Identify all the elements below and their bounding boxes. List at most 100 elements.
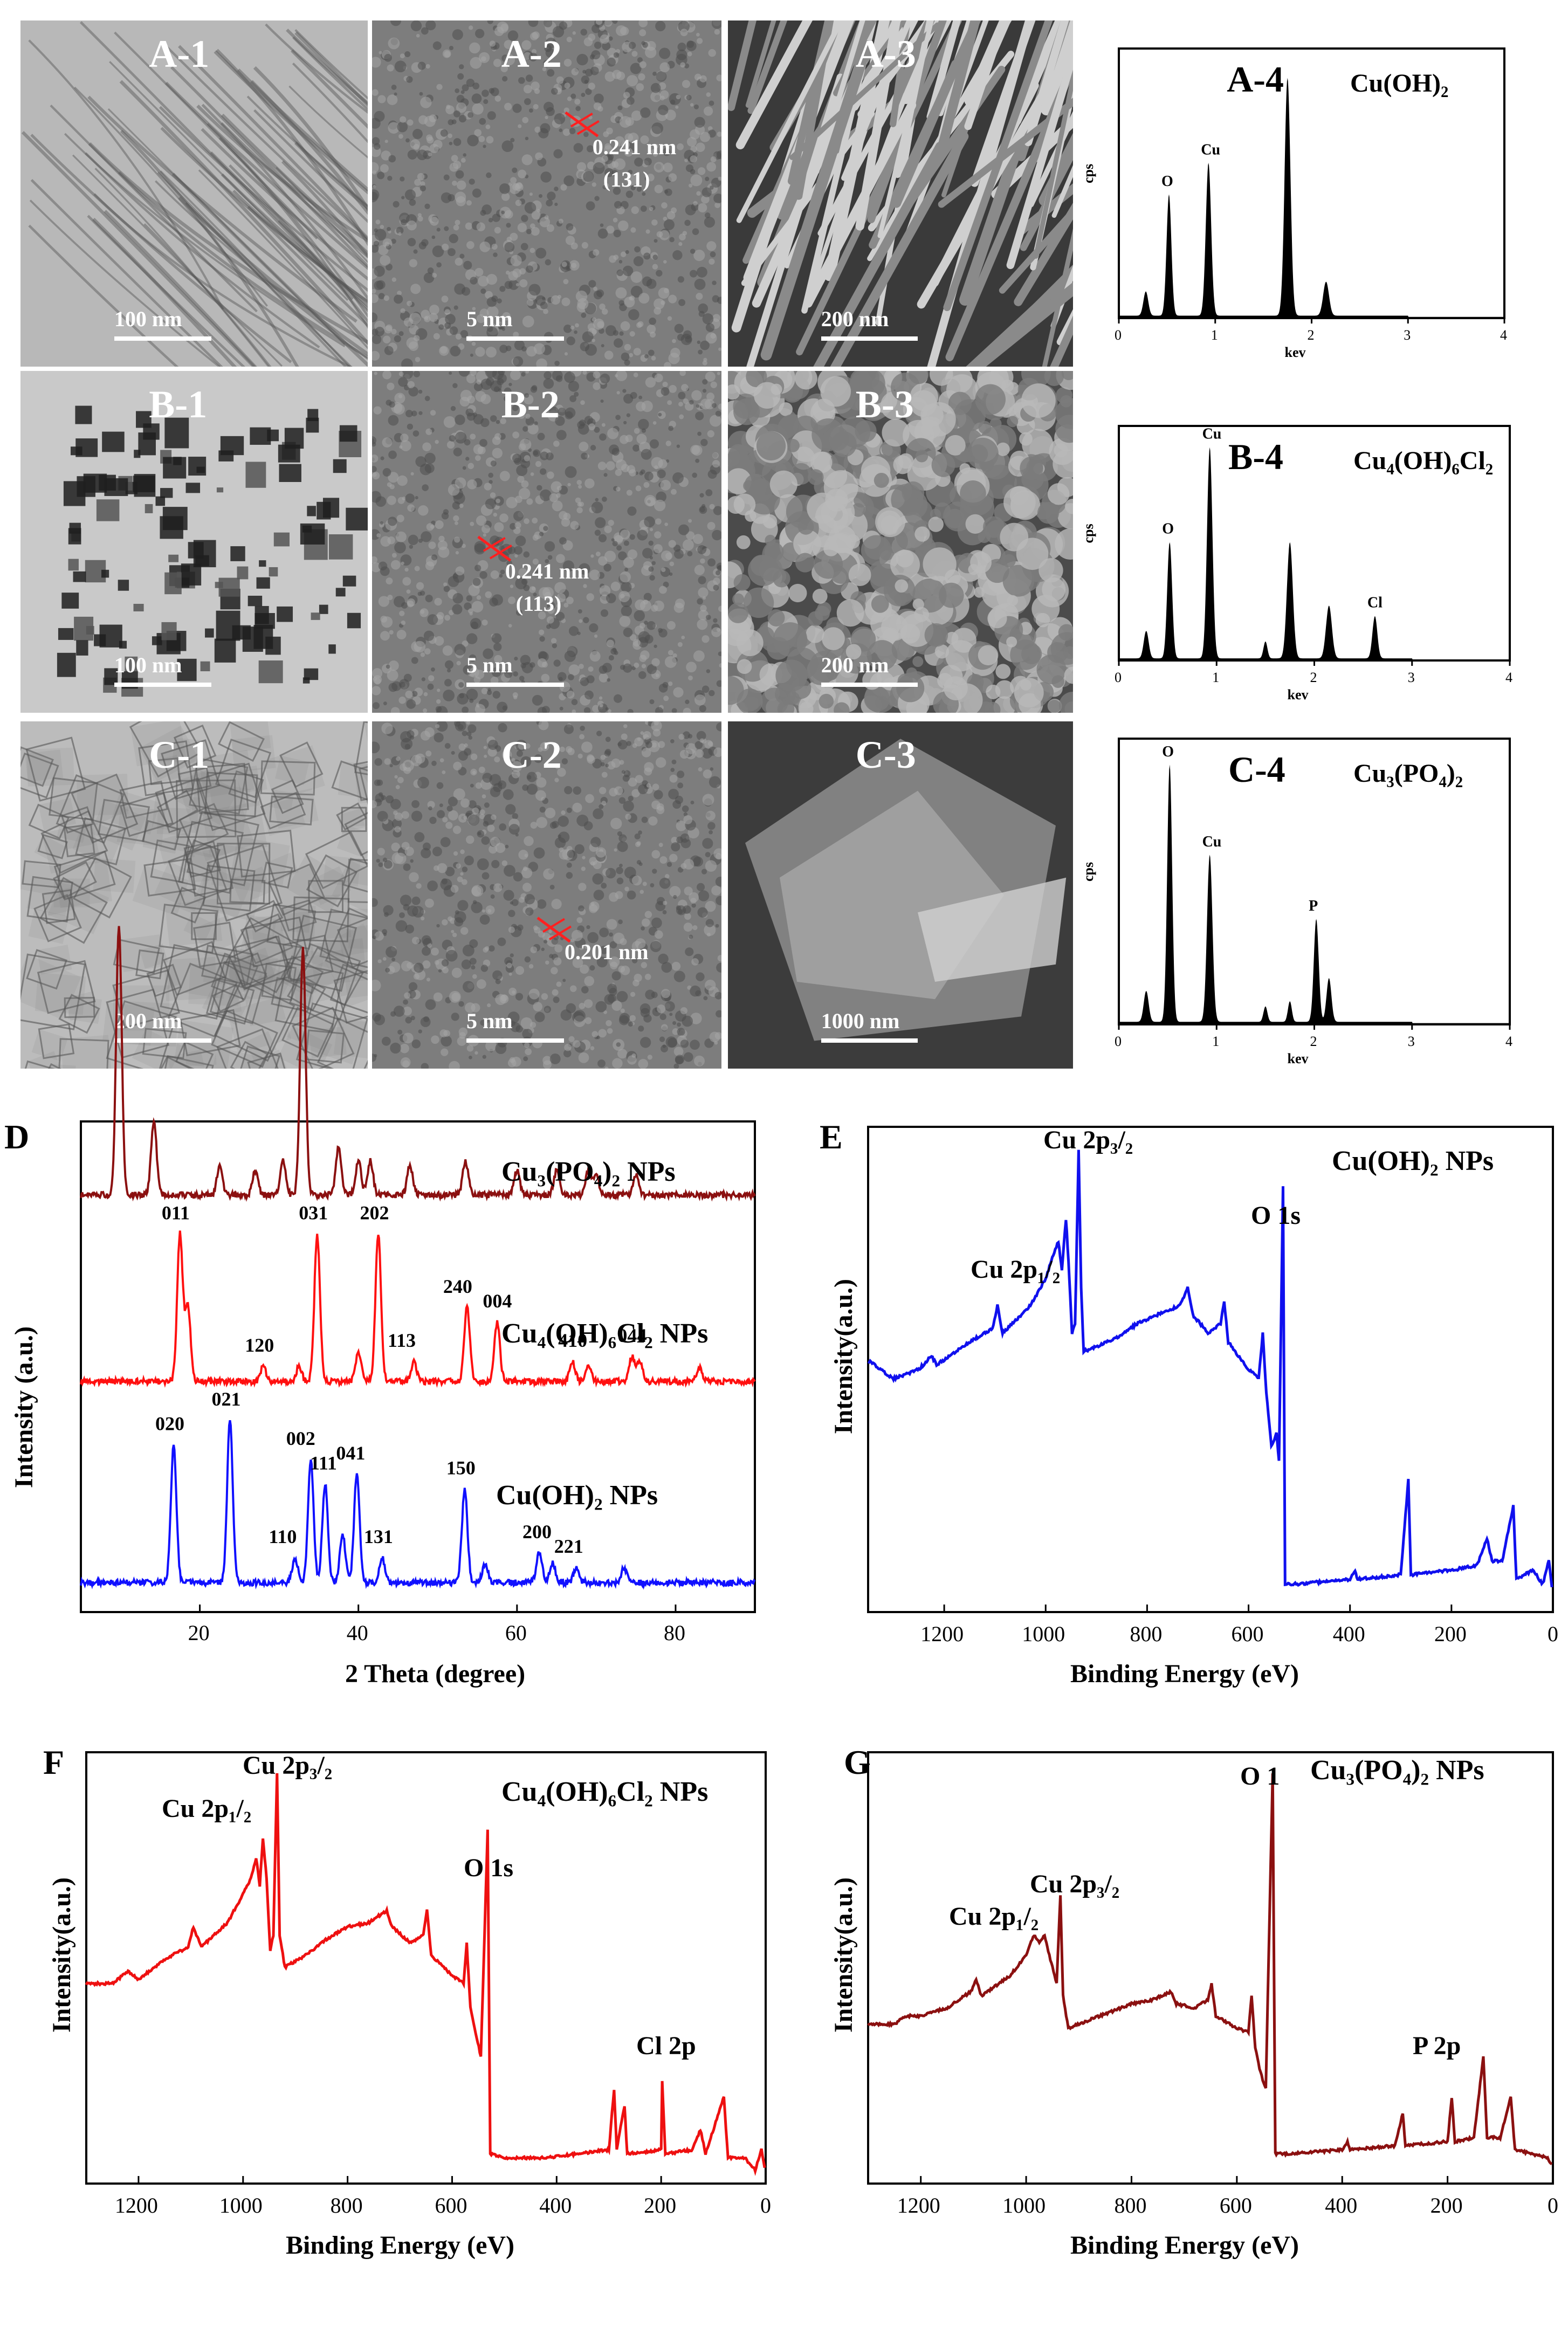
grain-dot [448,133,452,139]
grain-dot [429,143,439,154]
grain-dot [453,138,462,146]
xps-spectrum [867,1773,1553,2166]
grain-dot [686,94,692,101]
fiber [72,154,283,367]
rod [877,20,934,238]
grain-dot [494,26,504,36]
grain-dot [690,270,698,278]
fiber [294,31,368,107]
grain-dot [407,300,412,306]
grain-dot [449,326,458,335]
xtick-label: 60 [505,1621,527,1645]
grain-dot [614,201,622,209]
grain-dot [504,40,513,49]
grain-dot [372,334,382,345]
grain-dot [374,371,377,375]
grain-dot [393,201,400,208]
grain-dot [384,54,392,62]
fiber [281,160,368,258]
grain-dot [534,88,540,94]
particle [134,450,141,458]
grain-dot [428,152,432,157]
grain-dot [576,53,588,66]
fiber [50,104,258,313]
grain-dot [564,82,570,89]
grain-dot [455,170,464,179]
xps-spectrum [85,1773,766,2176]
peak-annotation: Cu 2p₁/₂ [949,1902,1039,1931]
grain-dot [675,105,679,109]
xps-spectrum [867,1149,1553,1588]
grain-dot [476,595,482,600]
fiber [278,220,368,313]
grain-dot [504,281,513,290]
particle [304,668,319,680]
grain-dot [518,77,525,84]
xrd-peak-label: 120 [245,1334,274,1356]
grain-dot [566,596,574,604]
fiber [178,45,368,241]
grain-dot [696,142,705,152]
particle [333,459,347,473]
grain-dot [677,143,684,150]
grain-dot [478,135,485,142]
grain-dot [461,287,471,296]
grain-dot [513,332,519,338]
particle [339,425,357,442]
grain-dot [574,330,577,334]
grain-dot [650,82,661,93]
grain-dot [372,288,376,294]
grain-dot [678,299,686,306]
grain-dot [563,175,575,187]
grain-dot [671,207,677,214]
grain-dot [449,233,458,244]
peak-annotation: Cu 2p₃/₂ [1030,1870,1119,1898]
grain-dot [524,202,537,214]
grain-dot [427,267,434,274]
grain-dot [403,317,413,327]
xrd-peak-label: 200 [522,1521,552,1543]
grain-dot [644,176,649,181]
particle [346,507,368,531]
grain-dot [639,29,647,37]
fiber [221,122,368,259]
grain-dot [594,196,600,201]
fiber [28,39,224,310]
peak-annotation: O 1s [464,1854,513,1882]
grain-dot [712,295,720,303]
fiber [201,128,368,281]
x-axis-label: Binding Energy (eV) [1070,1660,1299,1688]
grain-dot [630,286,643,298]
grain-dot [618,260,623,264]
grain-dot [518,169,527,178]
grain-dot [670,348,680,358]
rod [840,20,907,107]
rod [735,20,813,149]
grain-dot [535,247,547,259]
grain-dot [705,323,715,332]
panel-label: A-1 [149,32,210,75]
grain-dot [540,489,552,501]
grain-dot [700,340,710,350]
grain-dot [628,133,639,143]
grain-dot [480,288,486,294]
grain-dot [639,61,647,68]
grain-dot [718,347,721,351]
grain-dot [613,187,621,195]
grain-dot [394,92,397,96]
grain-dot [432,41,442,50]
grain-dot [585,88,592,95]
grain-dot [444,226,449,231]
grain-dot [489,480,493,484]
grain-dot [521,40,532,50]
fiber [120,129,299,367]
grain-dot [440,129,448,137]
grain-dot [544,44,552,52]
grain-dot [499,183,510,194]
grain-dot [685,336,692,343]
rod [787,20,833,185]
grain-dot [592,182,596,187]
xtick-label: 80 [664,1621,685,1645]
fiber [85,152,320,349]
grain-dot [561,261,567,267]
